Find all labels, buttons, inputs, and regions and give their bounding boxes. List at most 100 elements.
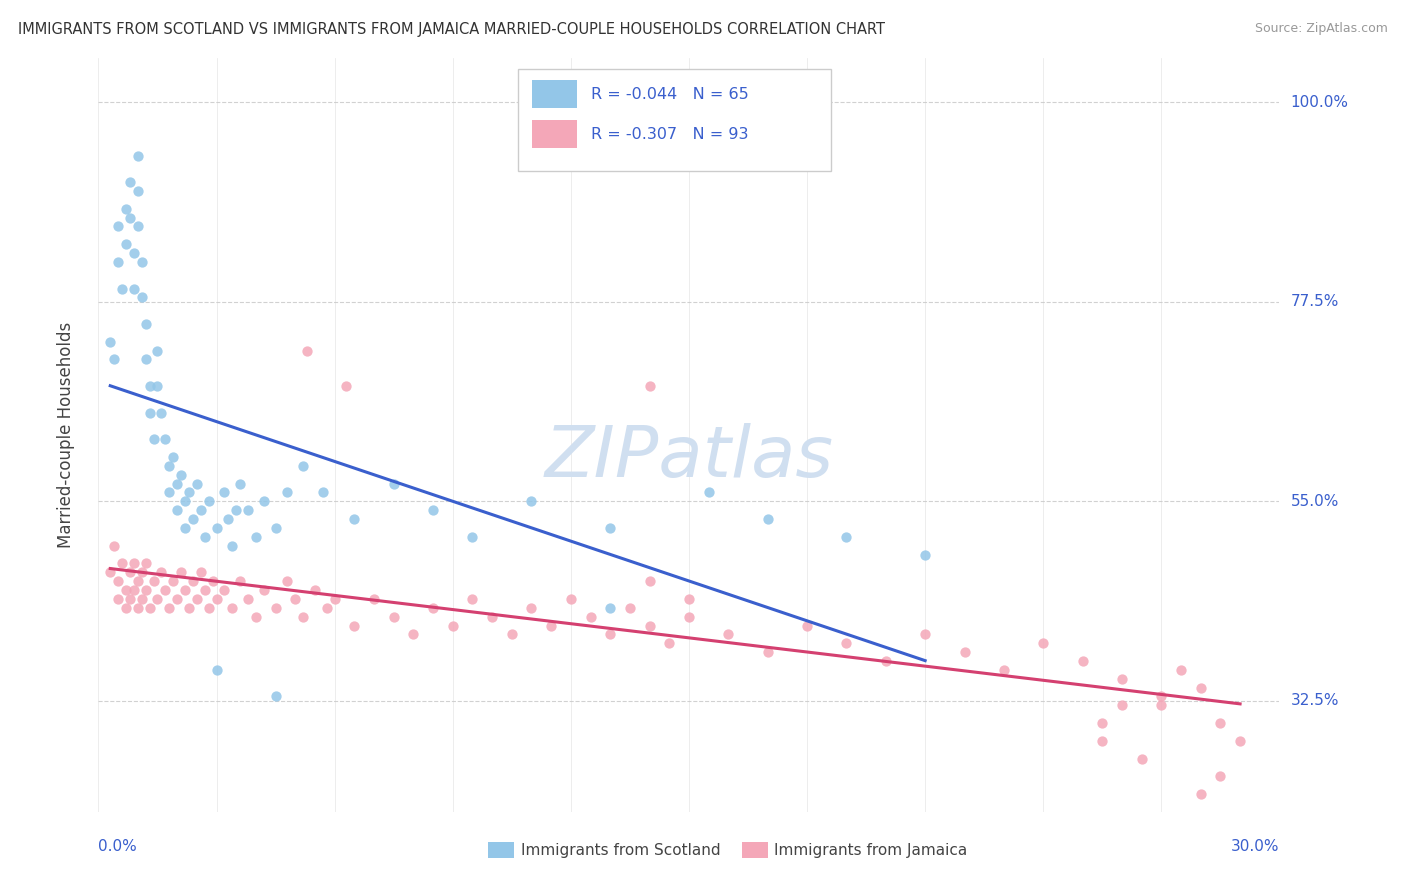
Point [170,467,193,482]
Point [150,406,173,420]
Point [122,281,145,295]
Point [520,494,543,508]
Point [107,219,129,234]
Point [162,574,184,589]
Point [174,521,197,535]
Point [115,600,138,615]
Point [197,600,219,615]
Point [155,582,177,597]
Point [1111,672,1133,686]
Point [138,600,160,615]
Point [115,237,138,252]
Point [201,574,224,589]
Point [1130,751,1153,765]
Point [111,281,134,295]
Point [236,591,259,606]
Point [186,591,208,606]
Point [190,503,212,517]
Point [111,557,134,571]
Point [194,582,217,597]
Point [177,485,200,500]
Point [335,379,357,393]
Point [295,343,318,358]
Y-axis label: Married-couple Households: Married-couple Households [56,322,75,548]
Point [127,600,149,615]
Point [122,582,145,597]
Point [422,503,444,517]
Point [481,609,503,624]
FancyBboxPatch shape [517,70,831,171]
Point [142,574,165,589]
Point [292,609,315,624]
Text: IMMIGRANTS FROM SCOTLAND VS IMMIGRANTS FROM JAMAICA MARRIED-COUPLE HOUSEHOLDS CO: IMMIGRANTS FROM SCOTLAND VS IMMIGRANTS F… [18,22,886,37]
Point [157,600,180,615]
Point [118,566,141,580]
FancyBboxPatch shape [742,842,768,858]
Point [205,663,228,677]
Point [276,574,298,589]
Point [284,591,307,606]
Point [118,591,141,606]
Point [197,494,219,508]
Point [501,627,523,641]
Point [1091,716,1114,731]
Point [402,627,425,641]
Point [103,352,125,367]
Text: 77.5%: 77.5% [1291,294,1339,310]
Point [229,574,252,589]
Point [756,512,779,526]
Point [756,645,779,659]
Point [135,557,157,571]
Point [127,184,149,198]
Text: 55.0%: 55.0% [1291,494,1339,508]
Point [638,379,661,393]
Point [131,255,153,269]
Point [638,618,661,632]
Point [162,450,184,464]
Point [107,591,129,606]
Point [658,636,681,650]
Point [142,432,165,446]
Point [540,618,562,632]
Point [993,663,1015,677]
Point [127,219,149,234]
Point [103,539,125,553]
Point [221,600,243,615]
Point [245,530,267,544]
Point [253,494,276,508]
Point [441,618,464,632]
Point [422,600,444,615]
FancyBboxPatch shape [531,120,576,148]
Point [131,591,153,606]
Point [1229,733,1251,747]
Point [190,566,212,580]
Text: Source: ZipAtlas.com: Source: ZipAtlas.com [1254,22,1388,36]
Text: 30.0%: 30.0% [1232,839,1279,855]
Point [115,582,138,597]
Point [122,557,145,571]
Point [382,476,405,491]
Point [1091,733,1114,747]
Point [146,343,169,358]
Point [1189,681,1212,695]
Point [1071,654,1094,668]
Point [717,627,740,641]
Point [118,211,141,225]
Point [131,290,153,304]
Point [276,485,298,500]
Text: Immigrants from Jamaica: Immigrants from Jamaica [773,843,967,858]
Point [157,458,180,473]
Point [146,591,169,606]
Point [177,600,200,615]
Text: 0.0%: 0.0% [98,839,138,855]
Point [150,566,173,580]
Point [599,627,621,641]
Point [638,574,661,589]
Point [214,485,236,500]
Point [343,618,366,632]
Point [1150,698,1173,713]
Point [579,609,602,624]
Point [1209,716,1232,731]
Point [118,175,141,189]
Point [194,530,217,544]
